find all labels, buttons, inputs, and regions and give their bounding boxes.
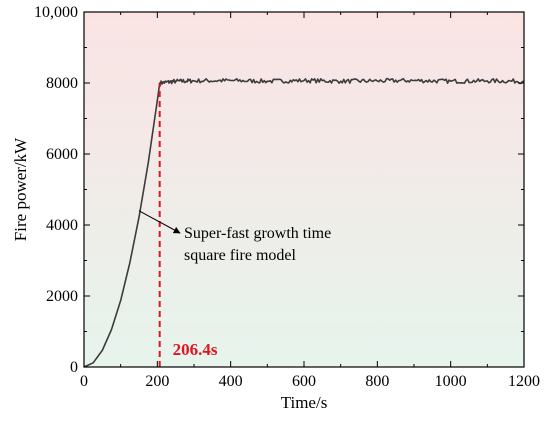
annotation-text-line-1: Super-fast growth time [184,225,331,242]
x-tick-label: 800 [365,373,389,390]
y-axis: 0 2000 4000 6000 8000 10,000 [34,4,524,376]
y-tick-label: 6000 [46,146,78,163]
y-tick-label: 10,000 [34,4,78,21]
x-axis-label: Time/s [281,393,328,412]
transition-time-label: 206.4s [173,340,218,359]
annotation-text-line-2: square fire model [184,247,297,264]
x-tick-label: 1200 [508,373,540,390]
x-tick-label: 200 [145,373,169,390]
x-tick-label: 0 [80,373,88,390]
plot-background [84,12,524,367]
series-layer [83,77,525,368]
y-tick-label: 8000 [46,75,78,92]
model-annotation: Super-fast growth time square fire model [138,210,331,264]
y-tick-label: 2000 [46,288,78,305]
annotation-arrow [138,210,181,234]
x-tick-label: 600 [292,373,316,390]
x-tick-label: 1000 [435,373,467,390]
y-tick-label: 0 [70,359,78,376]
y-axis-label: Fire power/kW [11,137,30,241]
fire-power-series-line [83,77,525,368]
x-axis: 0 200 400 600 800 1000 1200 [80,12,540,390]
y-tick-label: 4000 [46,217,78,234]
x-tick-label: 400 [219,373,243,390]
